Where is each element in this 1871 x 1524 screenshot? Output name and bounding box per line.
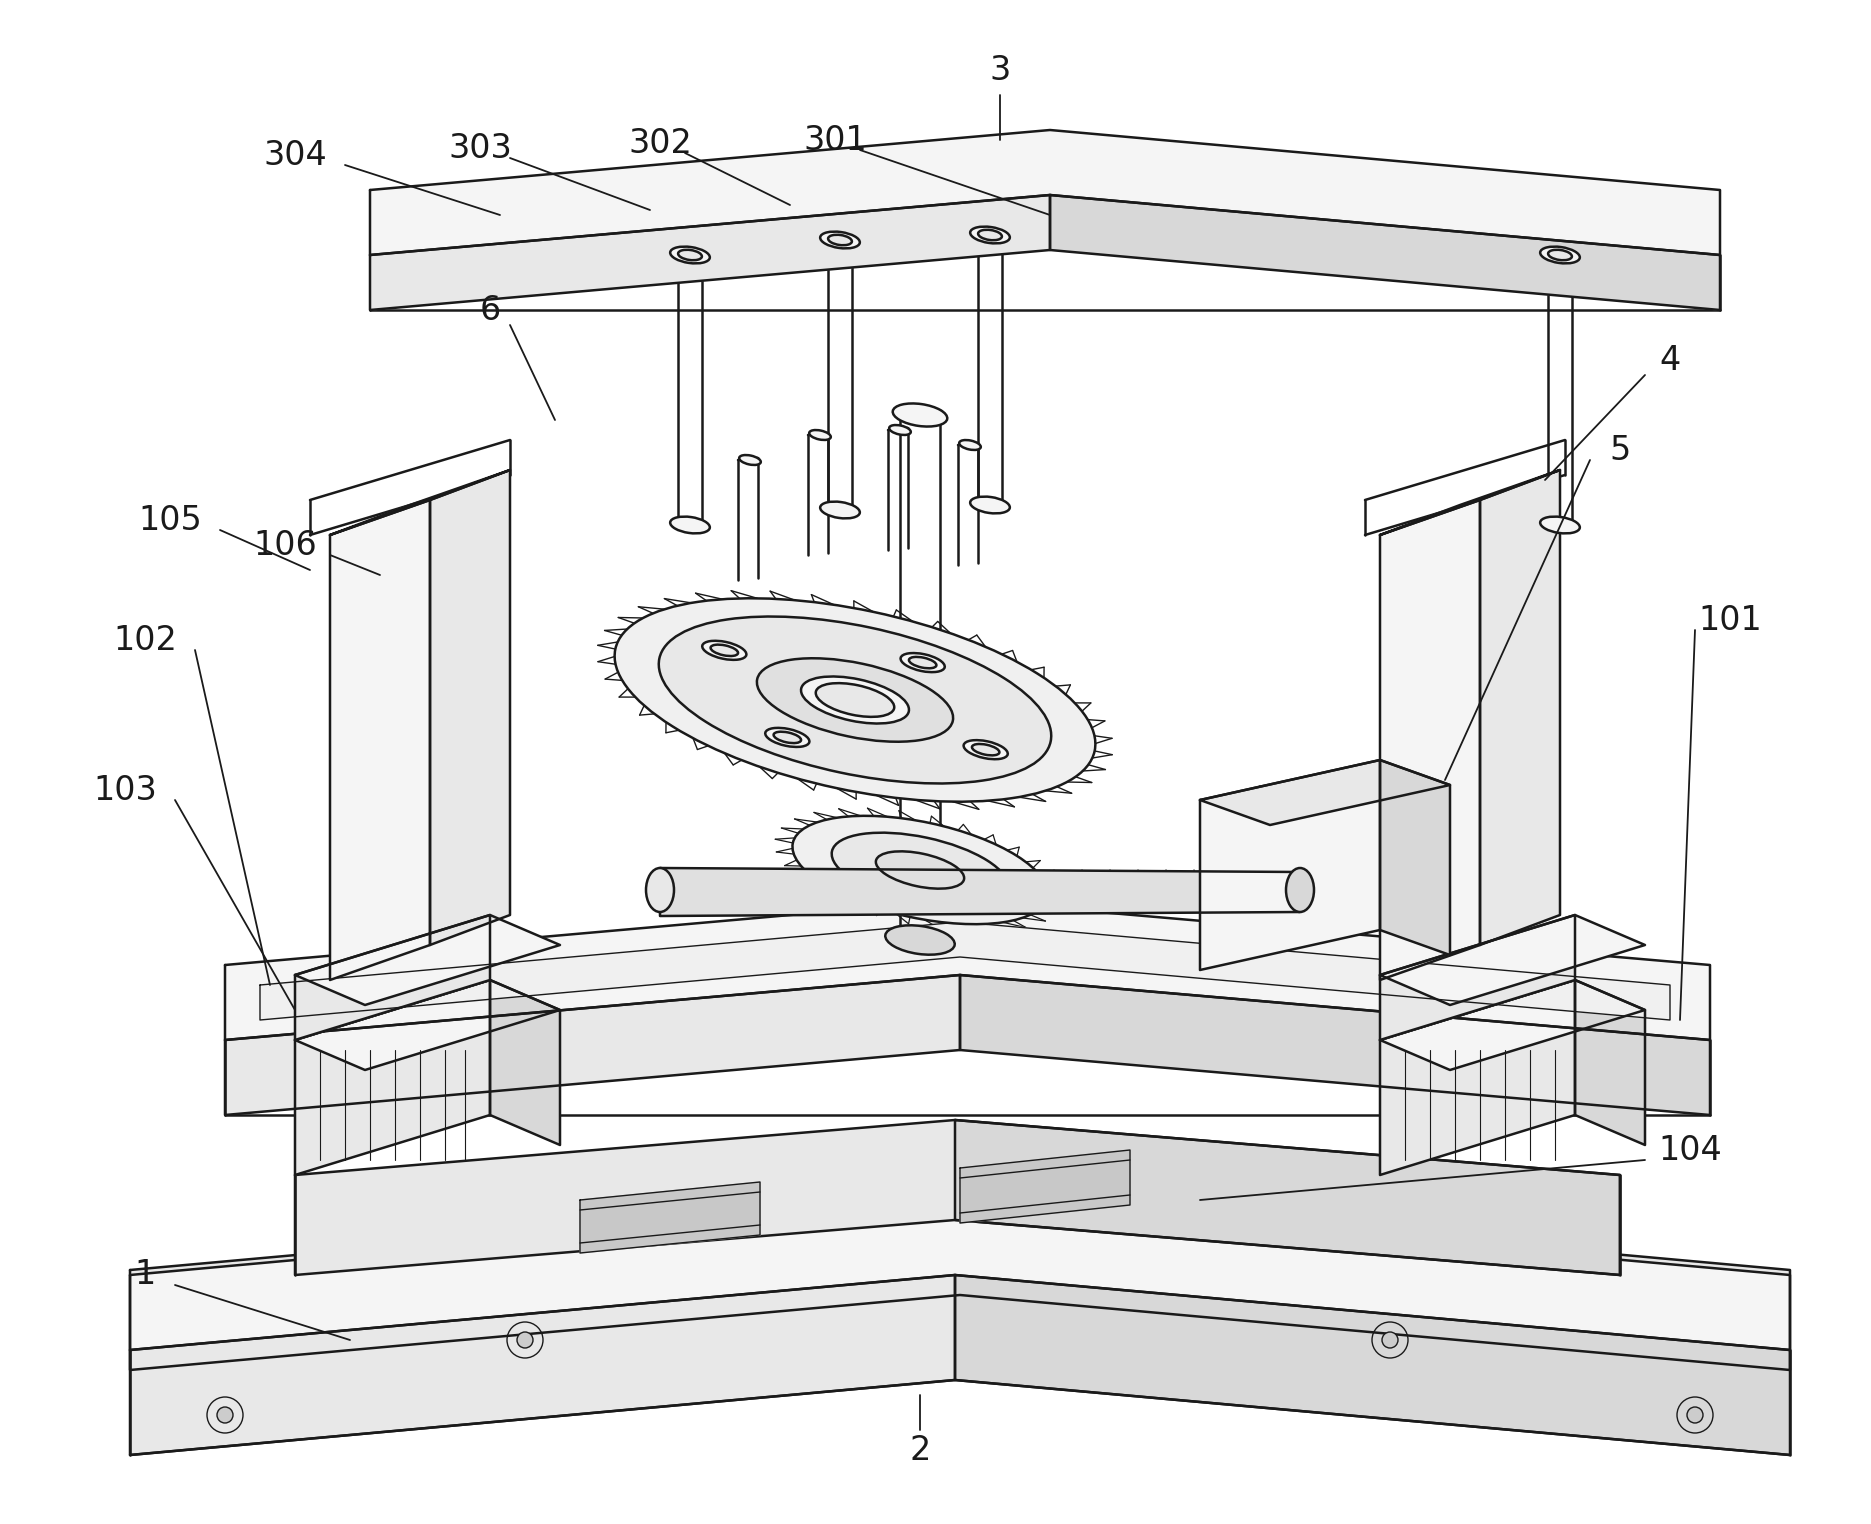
Text: 302: 302 bbox=[629, 126, 692, 160]
Ellipse shape bbox=[659, 617, 1052, 783]
Ellipse shape bbox=[1540, 247, 1579, 264]
Circle shape bbox=[1383, 1332, 1398, 1349]
Ellipse shape bbox=[765, 728, 810, 747]
Text: 103: 103 bbox=[94, 774, 157, 806]
Polygon shape bbox=[954, 1120, 1620, 1276]
Polygon shape bbox=[660, 869, 1300, 916]
Polygon shape bbox=[1381, 914, 1575, 1039]
Ellipse shape bbox=[1540, 517, 1579, 533]
Ellipse shape bbox=[816, 683, 894, 716]
Ellipse shape bbox=[819, 232, 861, 248]
Text: 1: 1 bbox=[135, 1259, 155, 1291]
Polygon shape bbox=[296, 980, 559, 1070]
Ellipse shape bbox=[892, 858, 947, 881]
Polygon shape bbox=[370, 130, 1719, 255]
Ellipse shape bbox=[885, 925, 954, 954]
Polygon shape bbox=[1050, 195, 1719, 309]
Ellipse shape bbox=[900, 654, 945, 672]
Polygon shape bbox=[960, 1151, 1130, 1222]
Text: 301: 301 bbox=[803, 123, 866, 157]
Polygon shape bbox=[225, 975, 960, 1116]
Text: 104: 104 bbox=[1658, 1134, 1721, 1166]
Polygon shape bbox=[1199, 760, 1450, 824]
Ellipse shape bbox=[773, 732, 801, 744]
Polygon shape bbox=[296, 914, 490, 1039]
Polygon shape bbox=[260, 922, 1671, 1020]
Circle shape bbox=[217, 1407, 234, 1423]
Ellipse shape bbox=[971, 744, 999, 756]
Polygon shape bbox=[1199, 760, 1381, 969]
Text: 2: 2 bbox=[909, 1434, 930, 1466]
Ellipse shape bbox=[758, 658, 952, 742]
Ellipse shape bbox=[616, 599, 1095, 802]
Polygon shape bbox=[129, 1199, 1791, 1350]
Ellipse shape bbox=[833, 832, 1008, 907]
Circle shape bbox=[516, 1332, 533, 1349]
Ellipse shape bbox=[979, 230, 1001, 241]
Ellipse shape bbox=[645, 869, 674, 911]
Polygon shape bbox=[225, 901, 1710, 1039]
Polygon shape bbox=[329, 469, 511, 535]
Ellipse shape bbox=[889, 425, 911, 434]
Polygon shape bbox=[430, 469, 511, 945]
Ellipse shape bbox=[711, 645, 737, 655]
Text: 6: 6 bbox=[479, 294, 501, 326]
Polygon shape bbox=[296, 980, 490, 1175]
Polygon shape bbox=[129, 1276, 954, 1455]
Polygon shape bbox=[370, 195, 1050, 309]
Ellipse shape bbox=[819, 501, 861, 518]
Polygon shape bbox=[329, 500, 430, 980]
Ellipse shape bbox=[670, 517, 709, 533]
Ellipse shape bbox=[964, 741, 1008, 759]
Polygon shape bbox=[490, 980, 559, 1145]
Text: 5: 5 bbox=[1609, 433, 1632, 466]
Polygon shape bbox=[1480, 469, 1560, 945]
Ellipse shape bbox=[677, 250, 702, 261]
Polygon shape bbox=[296, 914, 559, 1004]
Polygon shape bbox=[580, 1183, 760, 1253]
Ellipse shape bbox=[1285, 869, 1313, 911]
Ellipse shape bbox=[702, 640, 747, 660]
Ellipse shape bbox=[1547, 250, 1572, 261]
Text: 3: 3 bbox=[990, 53, 1010, 87]
Polygon shape bbox=[1575, 980, 1645, 1145]
Ellipse shape bbox=[808, 430, 831, 440]
Text: 304: 304 bbox=[264, 139, 327, 172]
Polygon shape bbox=[296, 1120, 1620, 1276]
Polygon shape bbox=[1381, 914, 1645, 1004]
Ellipse shape bbox=[670, 247, 709, 264]
Ellipse shape bbox=[971, 227, 1010, 244]
Text: 106: 106 bbox=[253, 529, 316, 561]
Polygon shape bbox=[1381, 980, 1575, 1175]
Ellipse shape bbox=[876, 852, 964, 888]
Circle shape bbox=[1688, 1407, 1703, 1423]
Text: 102: 102 bbox=[112, 623, 178, 657]
Ellipse shape bbox=[971, 497, 1010, 514]
Text: 303: 303 bbox=[449, 131, 513, 165]
Ellipse shape bbox=[892, 404, 947, 427]
Text: 4: 4 bbox=[1660, 343, 1680, 376]
Ellipse shape bbox=[909, 657, 936, 669]
Polygon shape bbox=[1381, 469, 1560, 535]
Polygon shape bbox=[960, 975, 1710, 1116]
Ellipse shape bbox=[801, 677, 909, 724]
Text: 105: 105 bbox=[138, 503, 202, 536]
Ellipse shape bbox=[793, 815, 1048, 924]
Text: 101: 101 bbox=[1699, 604, 1762, 637]
Polygon shape bbox=[129, 1195, 1791, 1370]
Polygon shape bbox=[1381, 500, 1480, 980]
Polygon shape bbox=[954, 1276, 1791, 1455]
Polygon shape bbox=[1381, 980, 1645, 1070]
Ellipse shape bbox=[960, 440, 980, 450]
Ellipse shape bbox=[829, 235, 851, 245]
Ellipse shape bbox=[739, 456, 761, 465]
Polygon shape bbox=[1381, 760, 1450, 956]
